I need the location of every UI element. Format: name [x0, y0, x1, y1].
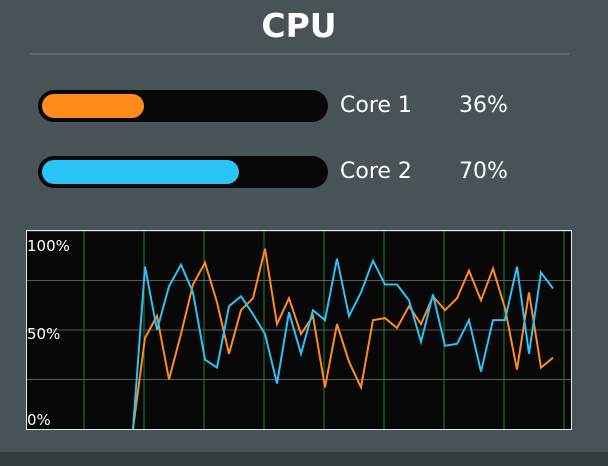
y-tick-100: 100%: [27, 237, 70, 255]
core-1-percent: 36%: [459, 93, 508, 118]
core-1-history-line: [132, 248, 554, 430]
core-1-usage-bar: [38, 90, 328, 122]
core-row-1: Core 1 36%: [0, 90, 608, 124]
cpu-history-svg: 100% 50% 0%: [26, 230, 572, 430]
y-tick-0: 0%: [27, 411, 51, 429]
core-1-label: Core 1: [340, 93, 412, 118]
core-2-history-line: [132, 258, 554, 430]
bottom-bar: [0, 452, 608, 466]
chart-frame: [26, 230, 572, 430]
core-2-usage-bar: [38, 156, 328, 188]
title-divider: [30, 53, 569, 55]
core-2-label: Core 2: [340, 159, 412, 184]
core-1-usage-fill: [42, 94, 144, 118]
core-row-2: Core 2 70%: [0, 156, 608, 190]
panel-title: CPU: [261, 6, 337, 45]
y-tick-50: 50%: [27, 325, 60, 343]
core-2-usage-fill: [42, 160, 239, 184]
core-2-percent: 70%: [459, 159, 508, 184]
cpu-panel: CPU Core 1 36% Core 2 70% 100% 50% 0%: [0, 6, 608, 430]
cpu-history-chart: 100% 50% 0%: [26, 230, 572, 430]
